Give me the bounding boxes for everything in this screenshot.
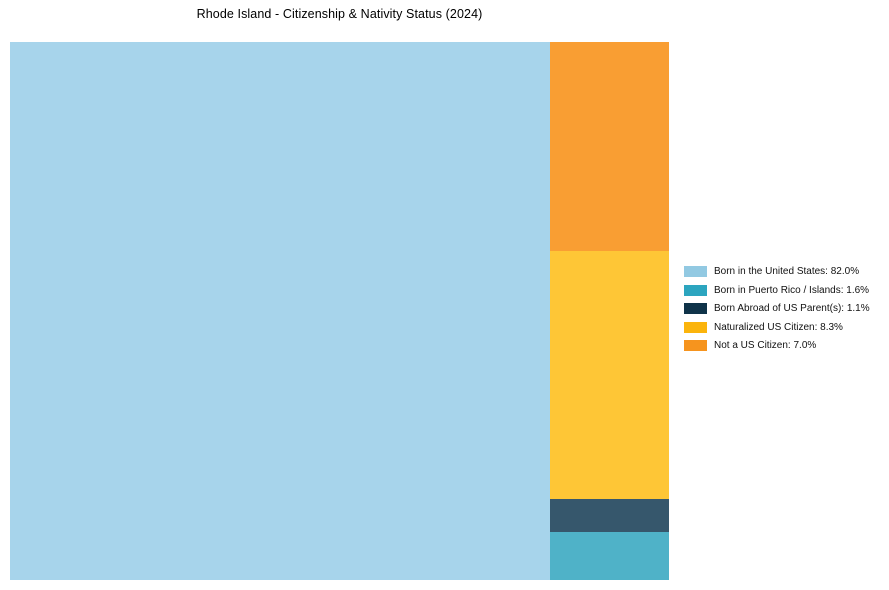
legend-swatch [684,340,707,351]
treemap-tile-born-abroad-of-us-parent-s [550,499,669,533]
legend-item: Born Abroad of US Parent(s): 1.1% [684,303,870,314]
legend-swatch [684,321,707,333]
treemap-tile-born-in-the-united-states [10,42,551,580]
legend-label: Born Abroad of US Parent(s): 1.1% [714,303,870,314]
treemap-tile-born-in-puerto-rico-islands [550,532,669,580]
treemap [10,42,669,580]
legend-swatch [684,266,707,277]
legend-item: Born in the United States: 82.0% [684,266,870,277]
legend-item: Naturalized US Citizen: 8.3% [684,321,870,333]
legend-item: Not a US Citizen: 7.0% [684,340,870,351]
legend-swatch [684,284,707,296]
legend-label: Born in Puerto Rico / Islands: 1.6% [714,284,870,296]
legend-swatch [684,303,707,314]
legend-label: Not a US Citizen: 7.0% [714,340,817,351]
legend: Born in the United States: 82.0% Born in … [684,266,870,359]
treemap-tile-naturalized-us-citizen [550,251,669,500]
legend-item: Born in Puerto Rico / Islands: 1.6% [684,284,870,296]
legend-label: Naturalized US Citizen: 8.3% [714,321,843,333]
chart-title: Rhode Island - Citizenship & Nativity St… [196,7,483,21]
treemap-right-column [550,42,669,580]
treemap-tile-not-a-us-citizen [550,42,669,252]
legend-label: Born in the United States: 82.0% [714,266,860,277]
